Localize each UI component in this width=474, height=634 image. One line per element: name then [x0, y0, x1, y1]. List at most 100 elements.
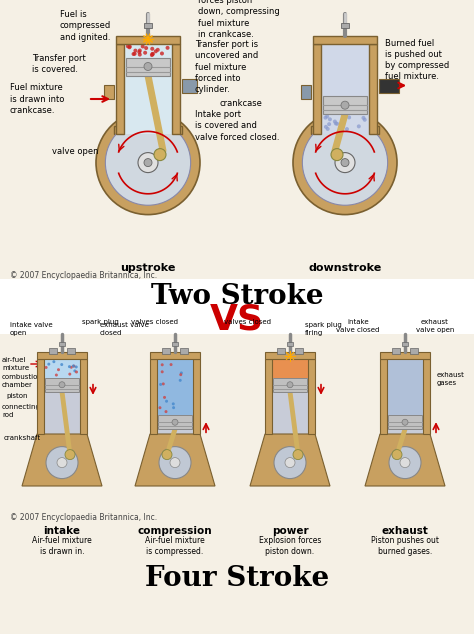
Bar [341, 23, 349, 28]
Polygon shape [250, 434, 330, 486]
Bar [144, 23, 152, 28]
Bar [59, 342, 65, 346]
Circle shape [341, 158, 349, 167]
Circle shape [400, 458, 410, 468]
Circle shape [151, 52, 155, 56]
Circle shape [65, 450, 75, 460]
Bar [157, 359, 193, 415]
Circle shape [161, 370, 164, 373]
Bar [116, 36, 180, 44]
Text: Air-fuel mixture
is drawn in.: Air-fuel mixture is drawn in. [32, 536, 92, 556]
Bar [387, 359, 423, 434]
Circle shape [159, 446, 191, 479]
Circle shape [333, 120, 337, 124]
Circle shape [326, 127, 330, 131]
Circle shape [334, 122, 338, 126]
Bar [272, 359, 308, 378]
Circle shape [57, 458, 67, 468]
Bar [313, 36, 377, 44]
Bar [67, 348, 75, 354]
Circle shape [179, 373, 182, 376]
Circle shape [47, 363, 50, 366]
Text: combustion
chamber: combustion chamber [2, 374, 43, 388]
Bar [150, 352, 200, 359]
Circle shape [331, 148, 343, 160]
Circle shape [144, 46, 148, 50]
Bar [182, 79, 197, 93]
Text: VS: VS [210, 302, 264, 336]
Bar [37, 359, 44, 434]
Circle shape [172, 406, 175, 409]
Circle shape [156, 48, 160, 52]
Bar [172, 342, 178, 346]
Text: connecting
rod: connecting rod [2, 404, 41, 418]
Circle shape [325, 114, 329, 119]
Bar [104, 85, 114, 99]
Circle shape [128, 44, 132, 48]
Text: © 2007 Encyclopaedia Britannica, Inc.: © 2007 Encyclopaedia Britannica, Inc. [10, 514, 157, 522]
Bar [114, 126, 182, 134]
Text: exhaust
valve open: exhaust valve open [416, 320, 454, 333]
Circle shape [338, 126, 342, 130]
Bar [287, 342, 293, 346]
Circle shape [327, 122, 331, 126]
Text: power: power [272, 526, 308, 536]
Bar [0, 0, 474, 279]
Circle shape [341, 101, 349, 109]
Bar [44, 359, 80, 378]
Circle shape [68, 373, 71, 375]
Bar [157, 359, 193, 434]
Circle shape [96, 110, 200, 214]
Circle shape [328, 117, 332, 121]
Circle shape [158, 406, 162, 409]
Text: air-fuel
mixture: air-fuel mixture [2, 357, 29, 371]
Text: downstroke: downstroke [309, 263, 382, 273]
Circle shape [402, 419, 408, 425]
Circle shape [126, 44, 130, 48]
Circle shape [172, 419, 178, 425]
Circle shape [138, 49, 142, 53]
Bar [380, 359, 387, 434]
Bar [369, 44, 377, 134]
Circle shape [144, 158, 152, 167]
Circle shape [151, 52, 155, 56]
Text: intake valve
open: intake valve open [10, 322, 53, 336]
Text: upstroke: upstroke [120, 263, 176, 273]
Circle shape [161, 363, 164, 366]
Text: Air-fuel mixture
is compressed.: Air-fuel mixture is compressed. [145, 536, 205, 556]
Text: Fuel mixture
is drawn into
crankcase.: Fuel mixture is drawn into crankcase. [10, 84, 64, 115]
Text: compression: compression [137, 526, 212, 536]
Circle shape [143, 51, 147, 55]
Circle shape [159, 383, 162, 386]
Bar [193, 359, 200, 434]
Bar [162, 348, 170, 354]
Circle shape [323, 115, 328, 120]
Bar [311, 126, 379, 134]
Bar [116, 44, 124, 134]
Circle shape [141, 44, 145, 48]
Circle shape [132, 52, 136, 56]
Circle shape [138, 153, 158, 172]
Text: piston: piston [6, 393, 27, 399]
Bar [172, 44, 180, 134]
Polygon shape [22, 434, 102, 486]
Text: intake: intake [44, 526, 81, 536]
Text: Four Stroke: Four Stroke [145, 566, 329, 593]
Circle shape [154, 49, 158, 53]
Bar [277, 348, 285, 354]
Circle shape [162, 382, 165, 385]
Text: Burned fuel
is pushed out
by compressed
fuel mixture.: Burned fuel is pushed out by compressed … [385, 39, 449, 81]
Bar [380, 352, 430, 359]
Text: valves closed: valves closed [131, 319, 179, 325]
Text: Intake port
is covered and
valve forced closed.: Intake port is covered and valve forced … [195, 110, 280, 141]
Circle shape [164, 410, 167, 413]
Text: Transfer port is
uncovered and
fuel mixture
forced into
cylinder.: Transfer port is uncovered and fuel mixt… [195, 41, 258, 94]
Circle shape [287, 382, 293, 388]
Bar [308, 359, 315, 434]
Circle shape [128, 45, 131, 49]
Bar [0, 334, 474, 634]
Circle shape [105, 120, 191, 205]
Bar [158, 415, 192, 429]
Circle shape [363, 118, 367, 122]
Circle shape [357, 124, 361, 128]
